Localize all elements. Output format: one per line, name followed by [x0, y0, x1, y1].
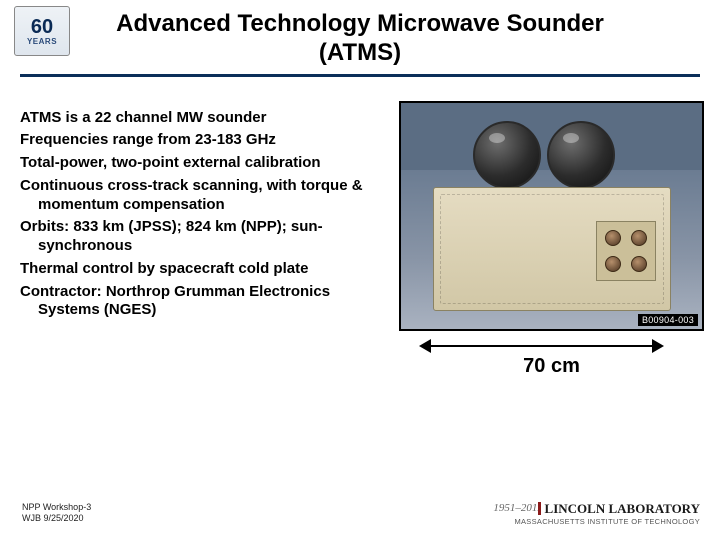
figure-wrap: B00904-003 70 cm: [399, 101, 704, 378]
waveguide-port-icon: [605, 256, 621, 272]
bullet-item: Orbits: 833 km (JPSS); 824 km (NPP); sun…: [20, 218, 380, 256]
footer: NPP Workshop-3 WJB 9/25/2020 1951–2011 L…: [0, 488, 720, 528]
content-area: ATMS is a 22 channel MW sounder Frequenc…: [0, 81, 720, 325]
logo-top-text: 60: [31, 17, 53, 37]
lab-name: LINCOLN LABORATORY: [545, 501, 700, 516]
waveguide-port-icon: [631, 230, 647, 246]
bullet-item: Thermal control by spacecraft cold plate: [20, 260, 380, 279]
anniversary-logo: 60 YEARS: [14, 6, 70, 56]
title-underline: [20, 74, 700, 77]
footer-left: NPP Workshop-3 WJB 9/25/2020: [22, 502, 91, 524]
lab-subtitle: MASSACHUSETTS INSTITUTE OF TECHNOLOGY: [514, 517, 700, 526]
logo-bar-icon: [538, 502, 541, 515]
bullet-item: Continuous cross-track scanning, with to…: [20, 177, 380, 215]
waveguide-port-icon: [605, 230, 621, 246]
antenna-lens-icon: [547, 121, 615, 189]
page-title: Advanced Technology Microwave Sounder (A…: [10, 8, 710, 74]
instrument-photo: B00904-003: [399, 101, 704, 331]
scale-arrow: [399, 339, 704, 353]
bullet-list: ATMS is a 22 channel MW sounder Frequenc…: [20, 109, 380, 325]
scale-bar: [429, 345, 654, 347]
bullet-item: Total-power, two-point external calibrat…: [20, 154, 380, 173]
header: 60 YEARS Advanced Technology Microwave S…: [0, 0, 720, 81]
footer-date: WJB 9/25/2020: [22, 513, 91, 524]
footer-right: LINCOLN LABORATORY MASSACHUSETTS INSTITU…: [514, 501, 700, 526]
bullet-item: Frequencies range from 23-183 GHz: [20, 131, 380, 150]
lincoln-lab-logo: LINCOLN LABORATORY: [514, 501, 700, 517]
scale-indicator: 70 cm: [399, 339, 704, 378]
waveguide-port-icon: [631, 256, 647, 272]
bullet-item: Contractor: Northrop Grumman Electronics…: [20, 283, 380, 321]
waveguide-plate: [596, 221, 656, 281]
antenna-lens-icon: [473, 121, 541, 189]
scale-label: 70 cm: [399, 355, 704, 378]
arrow-right-icon: [652, 339, 664, 353]
bullet-item: ATMS is a 22 channel MW sounder: [20, 109, 380, 128]
logo-bottom-text: YEARS: [27, 37, 57, 46]
footer-workshop: NPP Workshop-3: [22, 502, 91, 513]
slide: 60 YEARS Advanced Technology Microwave S…: [0, 0, 720, 540]
photo-id-tag: B00904-003: [638, 314, 698, 326]
